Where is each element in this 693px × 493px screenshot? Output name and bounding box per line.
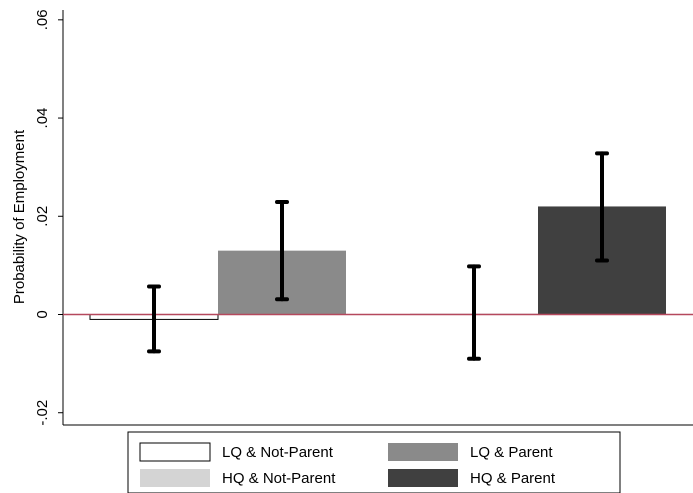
legend-label: LQ & Not-Parent	[222, 444, 334, 461]
y-tick-label: .02	[34, 206, 51, 227]
legend-swatch	[388, 469, 458, 487]
y-axis-label: Probability of Employment	[11, 129, 28, 304]
y-tick-label: 0	[34, 310, 51, 318]
error-bar	[147, 284, 161, 354]
legend-swatch	[388, 443, 458, 461]
legend-label: LQ & Parent	[470, 444, 553, 461]
error-bar	[595, 151, 609, 263]
y-tick-label: .04	[34, 108, 51, 129]
y-tick-label: -.02	[34, 400, 51, 426]
legend-swatch	[139, 442, 211, 462]
y-tick-label: .06	[34, 9, 51, 30]
legend-label: HQ & Parent	[470, 470, 556, 487]
legend-label: HQ & Not-Parent	[222, 470, 336, 487]
legend-swatch	[140, 469, 210, 487]
error-bar	[467, 264, 481, 361]
error-bar	[275, 200, 289, 302]
